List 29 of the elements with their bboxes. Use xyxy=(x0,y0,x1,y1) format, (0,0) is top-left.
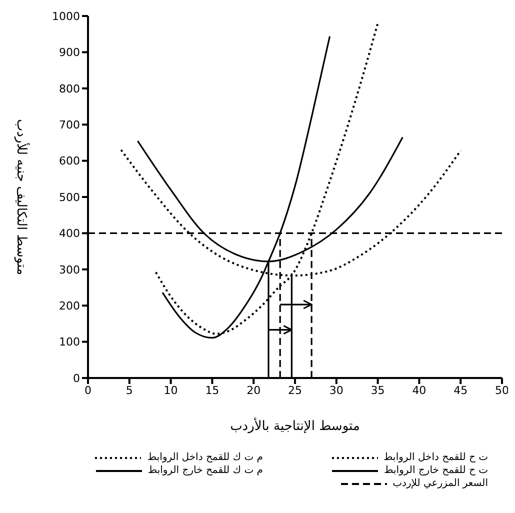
y-tick-label: 1000 xyxy=(52,10,80,23)
y-tick-label: 200 xyxy=(59,300,80,313)
x-axis-title: متوسط الإنتاجية بالأردب xyxy=(230,417,360,434)
legend-label: م ت ك للقمح خارج الروابط xyxy=(148,465,263,476)
x-tick-label: 0 xyxy=(84,384,92,397)
x-tick-label: 20 xyxy=(246,384,261,397)
x-tick-label: 25 xyxy=(288,384,302,397)
y-tick-label: 900 xyxy=(59,46,80,60)
y-tick-label: 500 xyxy=(59,190,80,204)
x-tick-label: 45 xyxy=(454,384,468,397)
y-tick-label: 400 xyxy=(59,227,80,240)
x-tick-label: 30 xyxy=(329,384,344,397)
x-tick-label: 15 xyxy=(205,384,220,397)
y-tick-label: 0 xyxy=(73,372,80,385)
y-tick-label: 600 xyxy=(59,154,80,168)
x-tick-label: 50 xyxy=(495,384,509,397)
legend-label: ت ح للقمح خارج الروابط xyxy=(384,465,488,476)
x-tick-label: 10 xyxy=(164,384,178,397)
legend-label: م ت ك للقمح داخل الروابط xyxy=(147,452,263,463)
legend-label: السعر المزرعي للإردب xyxy=(392,478,488,489)
y-axis-title: متوسط التكاليف جنيه للأردب xyxy=(13,118,30,276)
x-tick-label: 5 xyxy=(126,384,133,397)
y-tick-label: 300 xyxy=(59,263,80,276)
y-tick-label: 700 xyxy=(59,118,80,132)
x-tick-label: 35 xyxy=(370,384,385,397)
y-tick-label: 100 xyxy=(59,336,80,349)
legend-label: ت ح للقمح داخل الروابط xyxy=(384,452,488,463)
y-tick-label: 800 xyxy=(59,82,80,96)
x-tick-label: 40 xyxy=(412,384,426,397)
